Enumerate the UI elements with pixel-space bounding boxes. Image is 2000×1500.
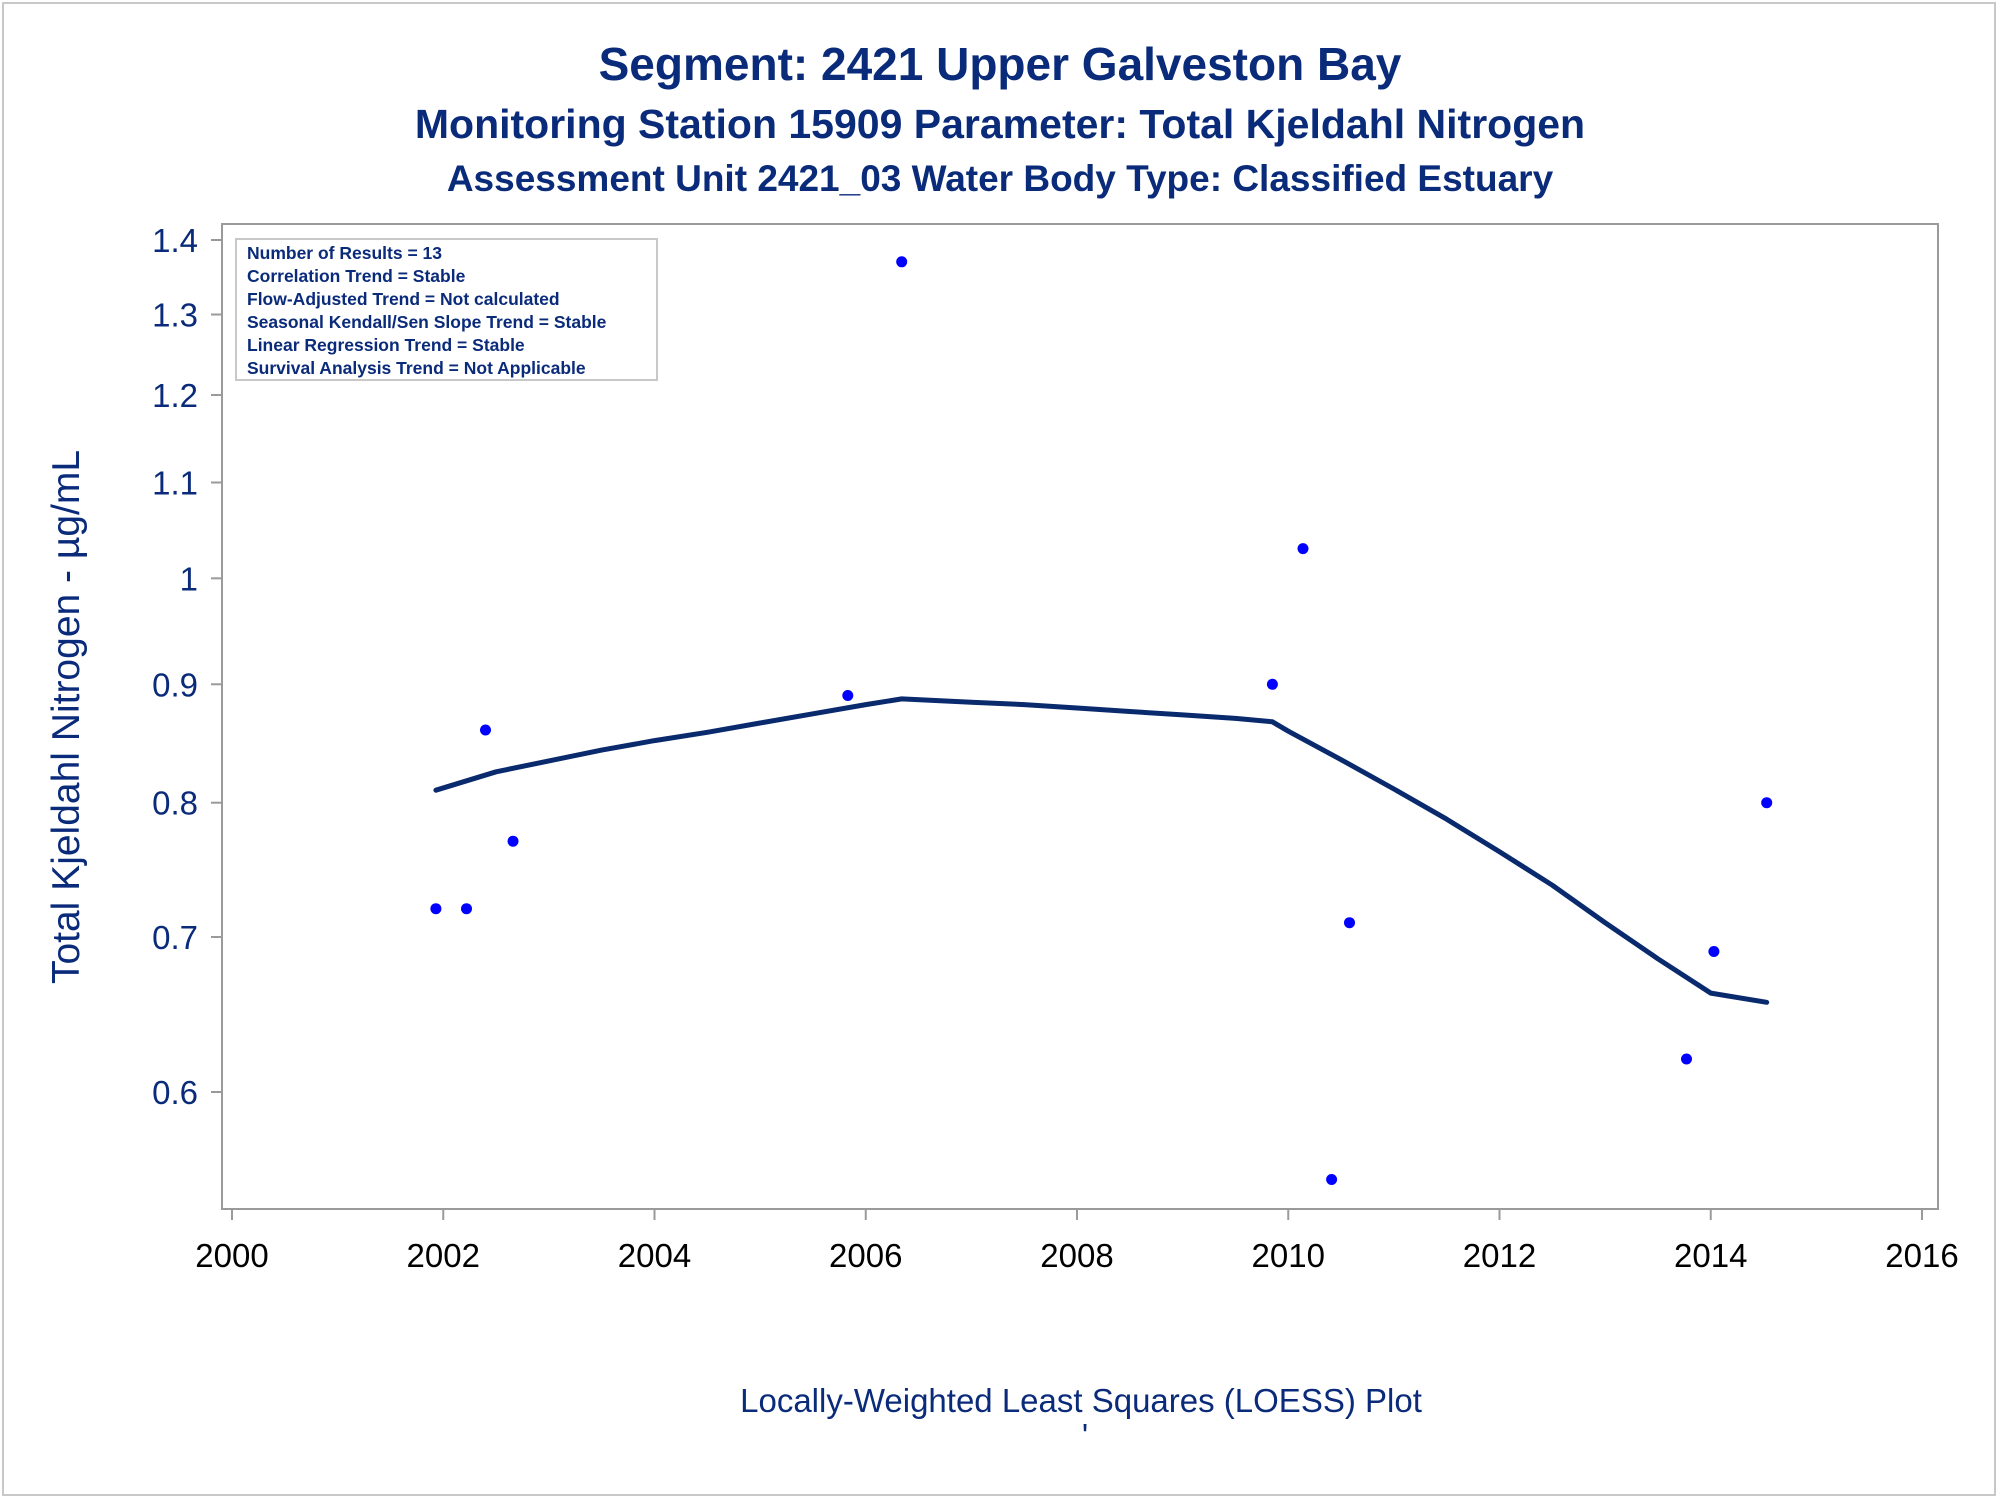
legend-entry-3: Seasonal Kendall/Sen Slope Trend = Stabl… [247,312,607,332]
y-axis: 0.6 0.7 0.8 0.9 1 1.1 1.2 1.3 1.4 [152,222,222,1111]
data-point [1326,1174,1338,1185]
footnote-mark: ' [1082,1417,1088,1454]
legend-entry-1: Correlation Trend = Stable [247,266,466,286]
data-point [1761,797,1773,809]
footnote: Locally-Weighted Least Squares (LOESS) P… [740,1382,1422,1419]
data-point [461,903,472,915]
data-point [1266,678,1278,690]
data-point [842,690,854,701]
data-point [896,256,908,268]
x-tick-label: 2000 [195,1237,268,1274]
chart-subtitle-2: Assessment Unit 2421_03 Water Body Type:… [447,158,1554,199]
data-point [430,903,442,915]
legend-entry-0: Number of Results = 13 [247,243,442,263]
loess-trend-line [433,696,1770,1005]
y-tick-label: 1.4 [152,222,198,259]
legend-entry-4: Linear Regression Trend = Stable [247,335,525,355]
x-tick-label: 2006 [829,1237,902,1274]
x-tick-label: 2016 [1885,1237,1958,1274]
data-point [1344,917,1355,929]
chart-subtitle: Monitoring Station 15909 Parameter: Tota… [415,101,1585,147]
y-axis-label: Total Kjeldahl Nitrogen - µg/mL [45,450,88,984]
y-tick-label: 1.1 [152,465,198,502]
y-tick-label: 1.2 [152,377,198,414]
data-point [1681,1053,1692,1065]
data-point [1297,543,1309,555]
data-point [507,835,519,847]
x-tick-label: 2012 [1463,1237,1536,1274]
chart-title: Segment: 2421 Upper Galveston Bay [599,38,1402,90]
y-tick-label: 0.7 [152,919,198,956]
legend-box [235,238,658,381]
x-tick-label: 2010 [1252,1237,1325,1274]
data-point [480,724,491,736]
data-point [1708,946,1720,957]
series-layer [430,256,1773,1185]
y-tick-label: 0.6 [152,1074,198,1111]
x-tick-label: 2008 [1040,1237,1113,1274]
y-tick-label: 0.8 [152,785,198,822]
y-tick-label: 0.9 [152,666,198,703]
x-tick-label: 2004 [618,1237,691,1274]
legend: Number of Results = 13 Correlation Trend… [235,238,658,381]
legend-entry-5: Survival Analysis Trend = Not Applicable [247,358,586,378]
y-tick-label: 1.3 [152,297,198,334]
x-tick-label: 2014 [1674,1237,1747,1274]
legend-entry-2: Flow-Adjusted Trend = Not calculated [247,289,560,309]
y-tick-label: 1 [180,560,198,597]
x-axis: 2000 2002 2004 2006 2008 2010 2012 2014 2016 [195,1209,1959,1274]
plot-area [221,223,1939,1210]
x-tick-label: 2002 [407,1237,480,1274]
